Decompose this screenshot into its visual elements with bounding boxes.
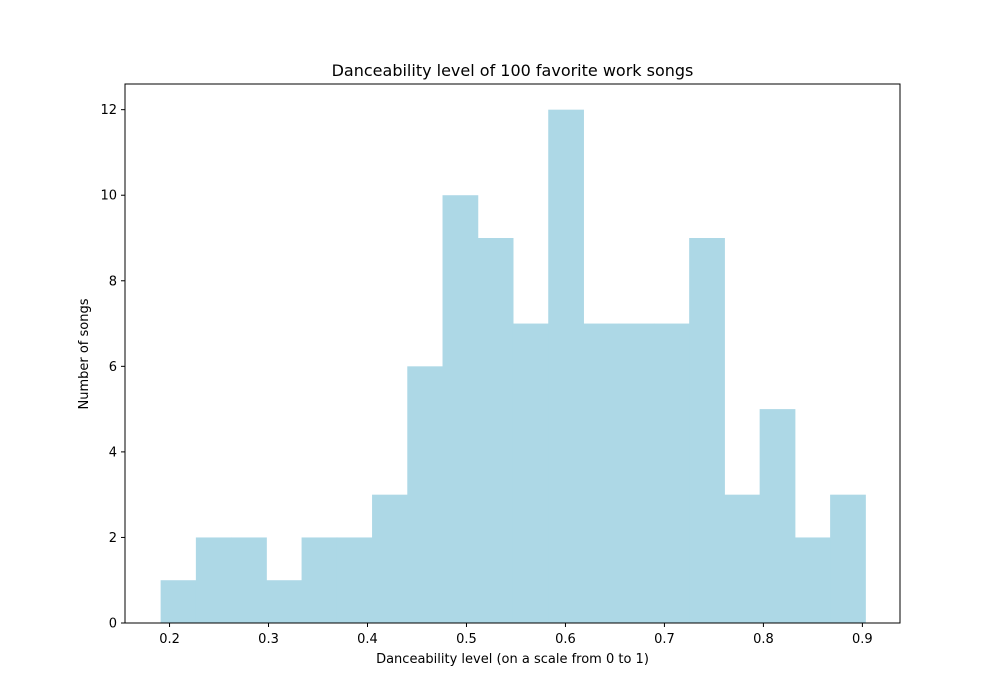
histogram-bar	[195, 537, 232, 623]
histogram-bar	[512, 323, 549, 623]
histogram-bar	[442, 195, 479, 623]
histogram-bar	[689, 238, 725, 623]
histogram-bar	[724, 494, 761, 623]
histogram-bar	[301, 537, 338, 623]
histogram-bar	[830, 494, 866, 623]
y-tick-label: 0	[109, 617, 117, 632]
histogram-bar	[231, 537, 267, 623]
histogram-bars	[160, 109, 866, 623]
y-tick-label: 10	[100, 189, 117, 204]
y-tick-label: 6	[109, 360, 117, 375]
histogram-bar	[583, 323, 620, 623]
histogram-bar	[407, 366, 444, 623]
histogram-bar	[372, 494, 408, 623]
histogram-bar	[160, 580, 197, 623]
x-tick-label: 0.2	[159, 632, 180, 647]
y-tick-label: 8	[109, 274, 117, 289]
plot-frame	[124, 83, 901, 624]
histogram-bar	[653, 323, 690, 623]
x-tick-label: 0.9	[852, 632, 873, 647]
y-tick-label: 4	[109, 445, 117, 460]
x-tick-label: 0.7	[654, 632, 675, 647]
histogram-bar	[618, 323, 655, 623]
y-tick-label: 12	[100, 103, 117, 118]
y-tick-label: 2	[109, 531, 117, 546]
histogram-bar	[266, 580, 303, 623]
histogram-bar	[759, 409, 796, 623]
x-axis-ticks: 0.2 0.3 0.4 0.5 0.6 0.7 0.8 0.9	[159, 623, 873, 647]
histogram-bar	[336, 537, 373, 623]
x-tick-label: 0.4	[357, 632, 378, 647]
y-axis-ticks: 0 2 4 6 8 10 12	[100, 103, 125, 632]
x-tick-label: 0.8	[753, 632, 774, 647]
histogram-bar	[548, 109, 584, 623]
x-tick-label: 0.5	[456, 632, 477, 647]
x-axis-label: Danceability level (on a scale from 0 to…	[376, 652, 649, 667]
y-axis-label: Number of songs	[77, 298, 92, 409]
chart-title: Danceability level of 100 favorite work …	[332, 61, 694, 80]
histogram-bar	[794, 537, 831, 623]
x-tick-label: 0.6	[555, 632, 576, 647]
histogram-bar	[477, 238, 514, 623]
x-tick-label: 0.3	[258, 632, 279, 647]
